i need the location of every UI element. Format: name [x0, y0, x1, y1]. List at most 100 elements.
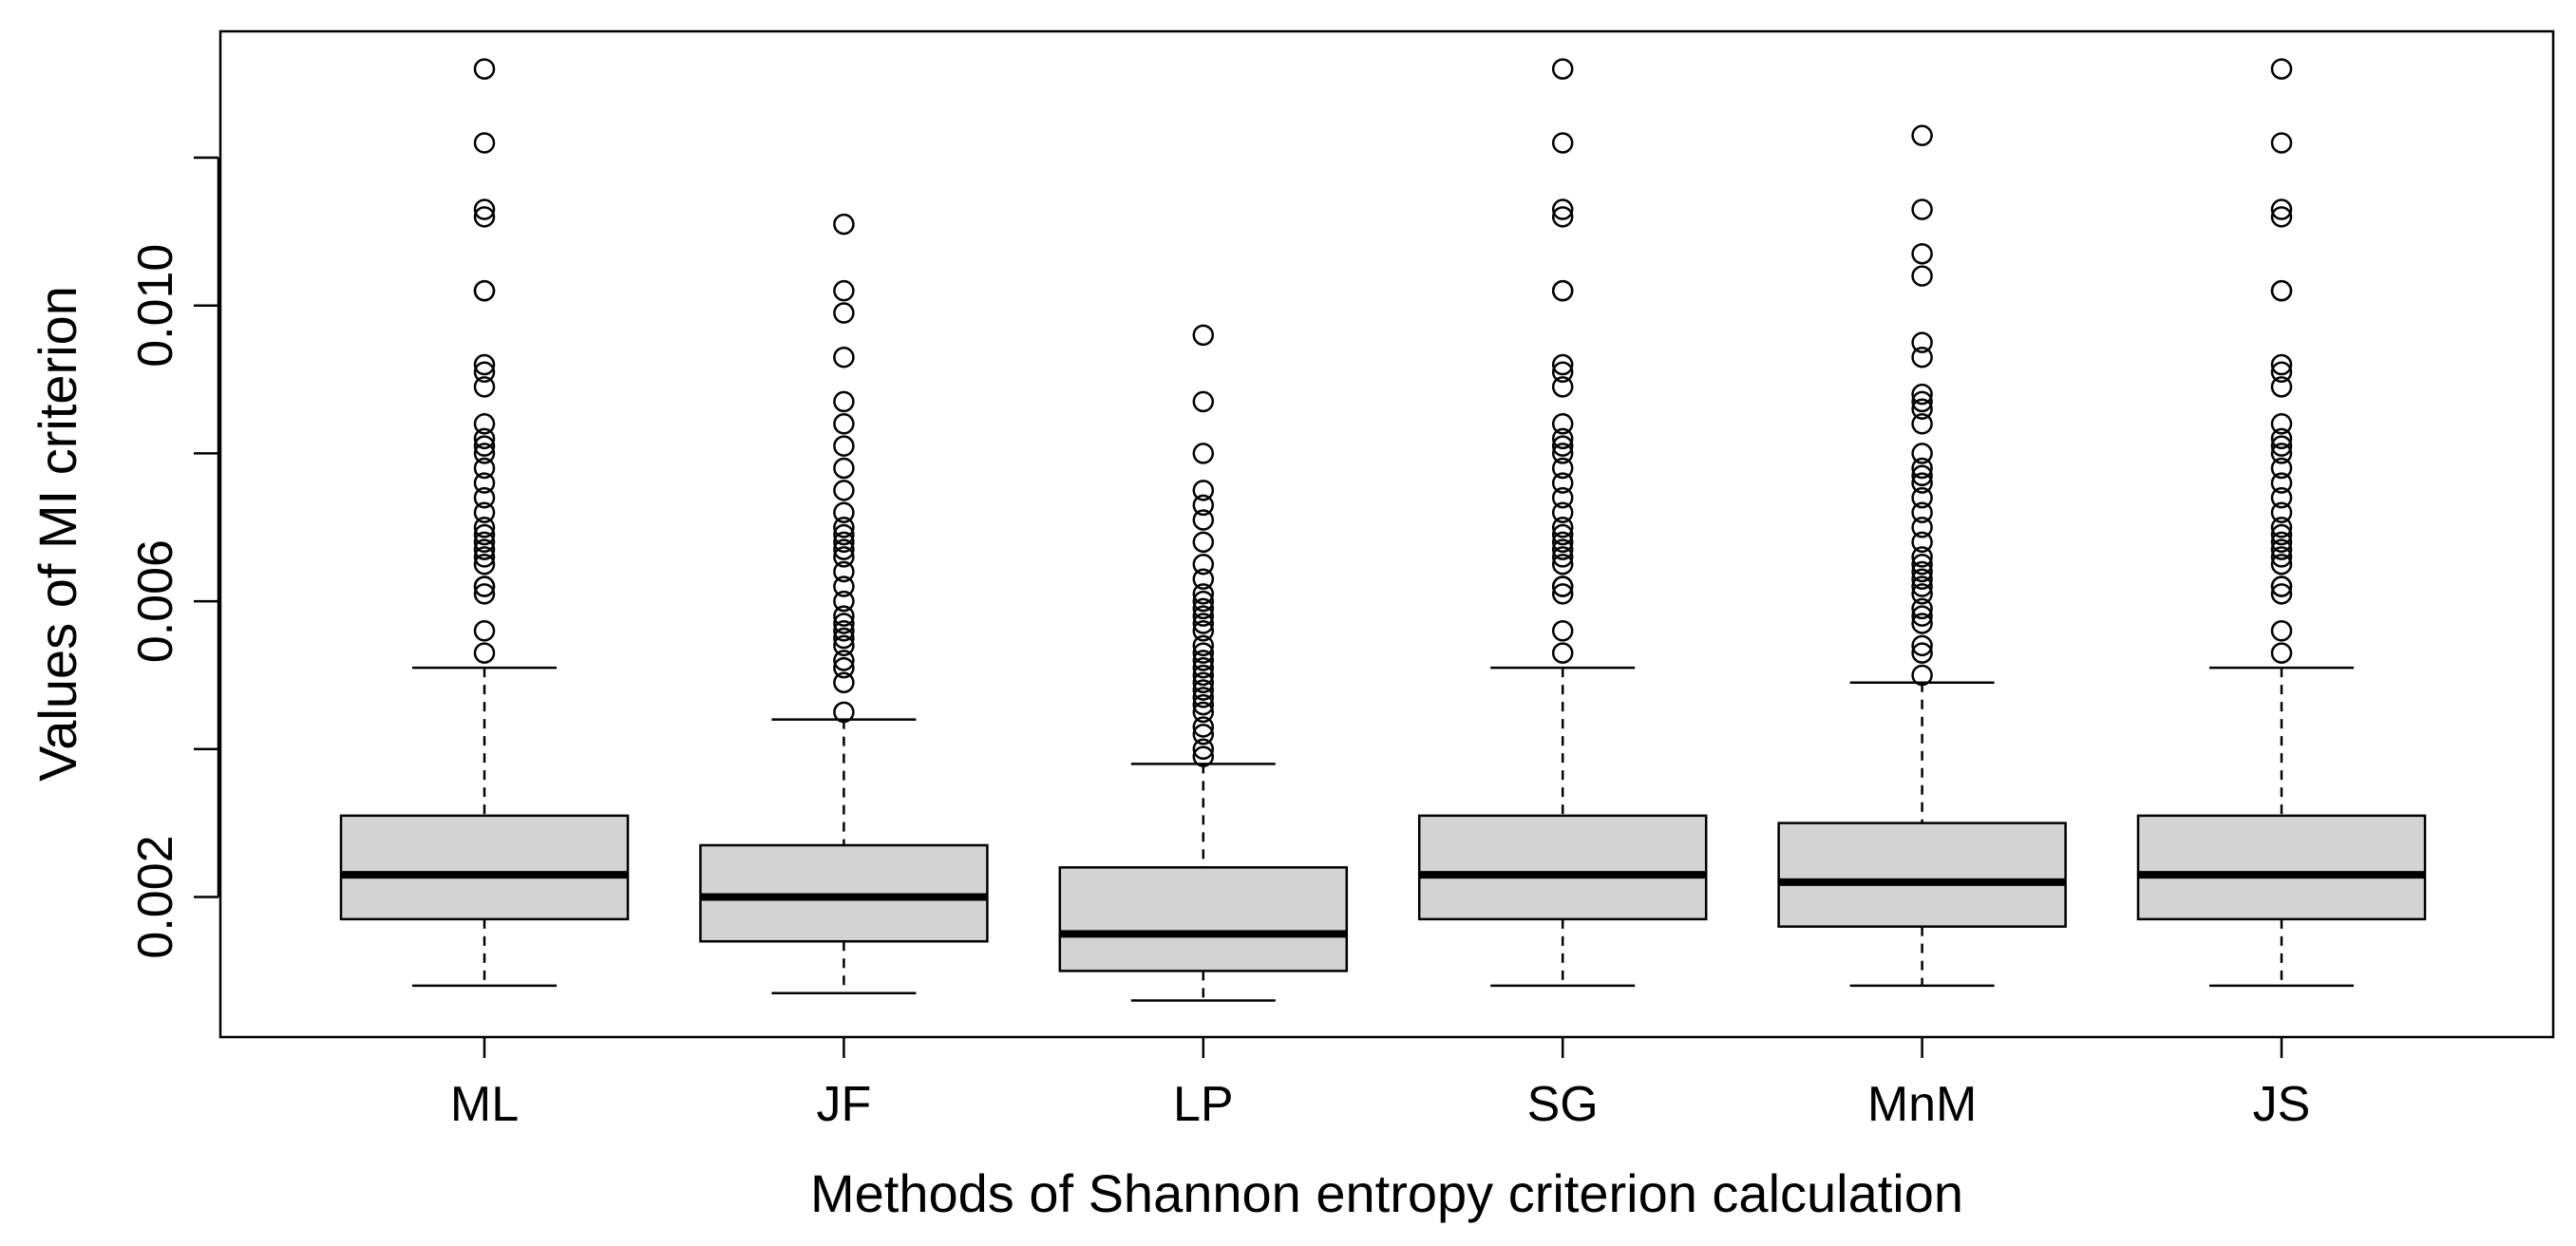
- outlier-point: [833, 656, 855, 679]
- outlier-point: [833, 390, 855, 413]
- outlier-point: [833, 523, 855, 546]
- outlier-point: [1192, 634, 1215, 657]
- outlier-point: [2270, 546, 2293, 568]
- outlier-point: [1551, 413, 1574, 435]
- outlier-point: [1192, 531, 1215, 554]
- outlier-point: [473, 457, 496, 480]
- outlier-point: [1911, 464, 1933, 487]
- outlier-point: [1192, 656, 1215, 679]
- outlier-point: [1551, 132, 1574, 154]
- outlier-point: [1192, 509, 1215, 531]
- outlier-point: [1192, 746, 1215, 767]
- outlier-point: [2270, 620, 2293, 642]
- outlier-point: [1192, 443, 1215, 464]
- outlier-point: [473, 523, 496, 546]
- outlier-point: [1551, 376, 1574, 398]
- iqr-box: [2136, 814, 2427, 921]
- x-tick-label: MnM: [1867, 1077, 1978, 1132]
- outlier-point: [2270, 58, 2293, 80]
- x-tick-label: JF: [817, 1077, 872, 1132]
- outlier-point: [473, 58, 496, 80]
- outlier-point: [1551, 531, 1574, 554]
- outlier-point: [2270, 576, 2293, 597]
- outlier-point: [1192, 664, 1215, 687]
- outlier-point: [1551, 546, 1574, 568]
- outlier-point: [1911, 265, 1933, 287]
- outlier-point: [2270, 413, 2293, 435]
- y-tick-label: 0.006: [128, 539, 183, 663]
- outlier-point: [1911, 390, 1933, 413]
- y-tick-label: 0.010: [128, 244, 183, 368]
- outlier-point: [2270, 435, 2293, 457]
- outlier-point: [473, 206, 496, 228]
- iqr-box: [339, 814, 630, 921]
- outlier-point: [2270, 501, 2293, 523]
- outlier-point: [1551, 576, 1574, 597]
- outlier-point: [473, 198, 496, 220]
- outlier-point: [833, 701, 855, 724]
- outlier-point: [1911, 346, 1933, 368]
- outlier-point: [833, 605, 855, 627]
- outlier-point: [1911, 583, 1933, 605]
- outlier-point: [1192, 597, 1215, 620]
- outlier-point: [1551, 361, 1574, 384]
- outlier-point: [1911, 605, 1933, 627]
- outlier-point: [473, 472, 496, 494]
- outlier-point: [2270, 457, 2293, 480]
- outlier-point: [1192, 671, 1215, 693]
- outlier-point: [1192, 620, 1215, 642]
- outlier-point: [1192, 480, 1215, 501]
- outlier-point: [1911, 486, 1933, 509]
- box-group-mnm: [1777, 124, 2067, 988]
- outlier-point: [1551, 427, 1574, 450]
- outlier-point: [1911, 443, 1933, 464]
- outlier-point: [833, 302, 855, 324]
- outlier-point: [1192, 738, 1215, 761]
- x-tick-label: LP: [1173, 1077, 1234, 1132]
- outlier-point: [833, 546, 855, 568]
- outlier-point: [1551, 279, 1574, 302]
- outlier-point: [1551, 553, 1574, 576]
- outlier-point: [2270, 376, 2293, 398]
- outlier-point: [1551, 538, 1574, 560]
- outlier-point: [833, 413, 855, 435]
- outlier-point: [1192, 650, 1215, 671]
- outlier-point: [1911, 457, 1933, 480]
- outlier-point: [473, 435, 496, 457]
- outlier-point: [1911, 634, 1933, 657]
- outlier-point: [1192, 590, 1215, 613]
- outlier-point: [1192, 716, 1215, 738]
- outlier-point: [2270, 279, 2293, 302]
- outlier-point: [1551, 457, 1574, 480]
- outlier-point: [1911, 472, 1933, 494]
- outlier-point: [473, 279, 496, 302]
- outlier-point: [473, 486, 496, 509]
- outlier-point: [1911, 198, 1933, 220]
- outlier-point: [833, 435, 855, 457]
- outlier-point: [1551, 501, 1574, 523]
- outlier-point: [1192, 494, 1215, 517]
- box-group-jf: [699, 213, 989, 994]
- outlier-point: [2270, 427, 2293, 450]
- outlier-point: [1192, 390, 1215, 413]
- outlier-point: [473, 361, 496, 384]
- outlier-point: [1551, 206, 1574, 228]
- outlier-point: [1911, 124, 1933, 146]
- outlier-point: [833, 501, 855, 523]
- x-axis: ML JF LP SG MnM JS: [450, 1037, 2310, 1132]
- outlier-point: [2270, 538, 2293, 560]
- box-group-lp: [1058, 324, 1349, 1002]
- outlier-point: [473, 427, 496, 450]
- outlier-point: [1911, 553, 1933, 576]
- outlier-point: [833, 613, 855, 634]
- outlier-point: [1192, 583, 1215, 605]
- outlier-point: [1911, 413, 1933, 435]
- iqr-box: [1777, 821, 2067, 928]
- outlier-point: [2270, 443, 2293, 464]
- outlier-point: [473, 413, 496, 435]
- outlier-point: [2270, 523, 2293, 546]
- outlier-point: [1911, 501, 1933, 523]
- outlier-point: [1911, 576, 1933, 597]
- outlier-point: [473, 620, 496, 642]
- iqr-box: [1417, 814, 1708, 921]
